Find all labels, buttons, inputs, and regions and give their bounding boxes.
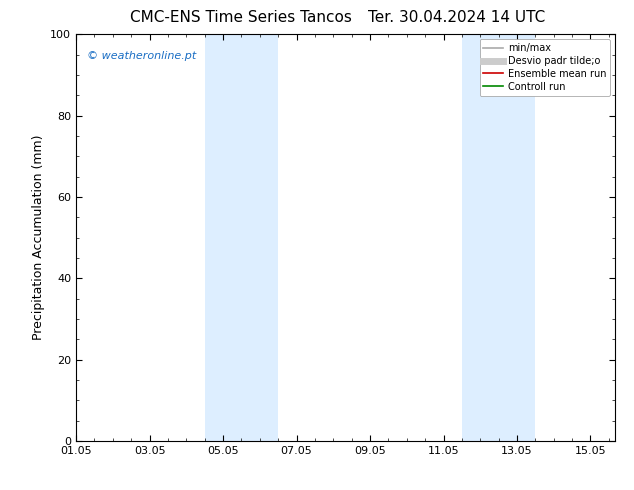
Bar (205, 34, 278, 441)
Text: Ter. 30.04.2024 14 UTC: Ter. 30.04.2024 14 UTC (368, 10, 545, 25)
Legend: min/max, Desvio padr tilde;o, Ensemble mean run, Controll run: min/max, Desvio padr tilde;o, Ensemble m… (479, 39, 610, 96)
Bar (462, 34, 535, 441)
Y-axis label: Precipitation Accumulation (mm): Precipitation Accumulation (mm) (32, 135, 44, 341)
Text: © weatheronline.pt: © weatheronline.pt (87, 50, 196, 61)
Text: CMC-ENS Time Series Tancos: CMC-ENS Time Series Tancos (130, 10, 352, 25)
